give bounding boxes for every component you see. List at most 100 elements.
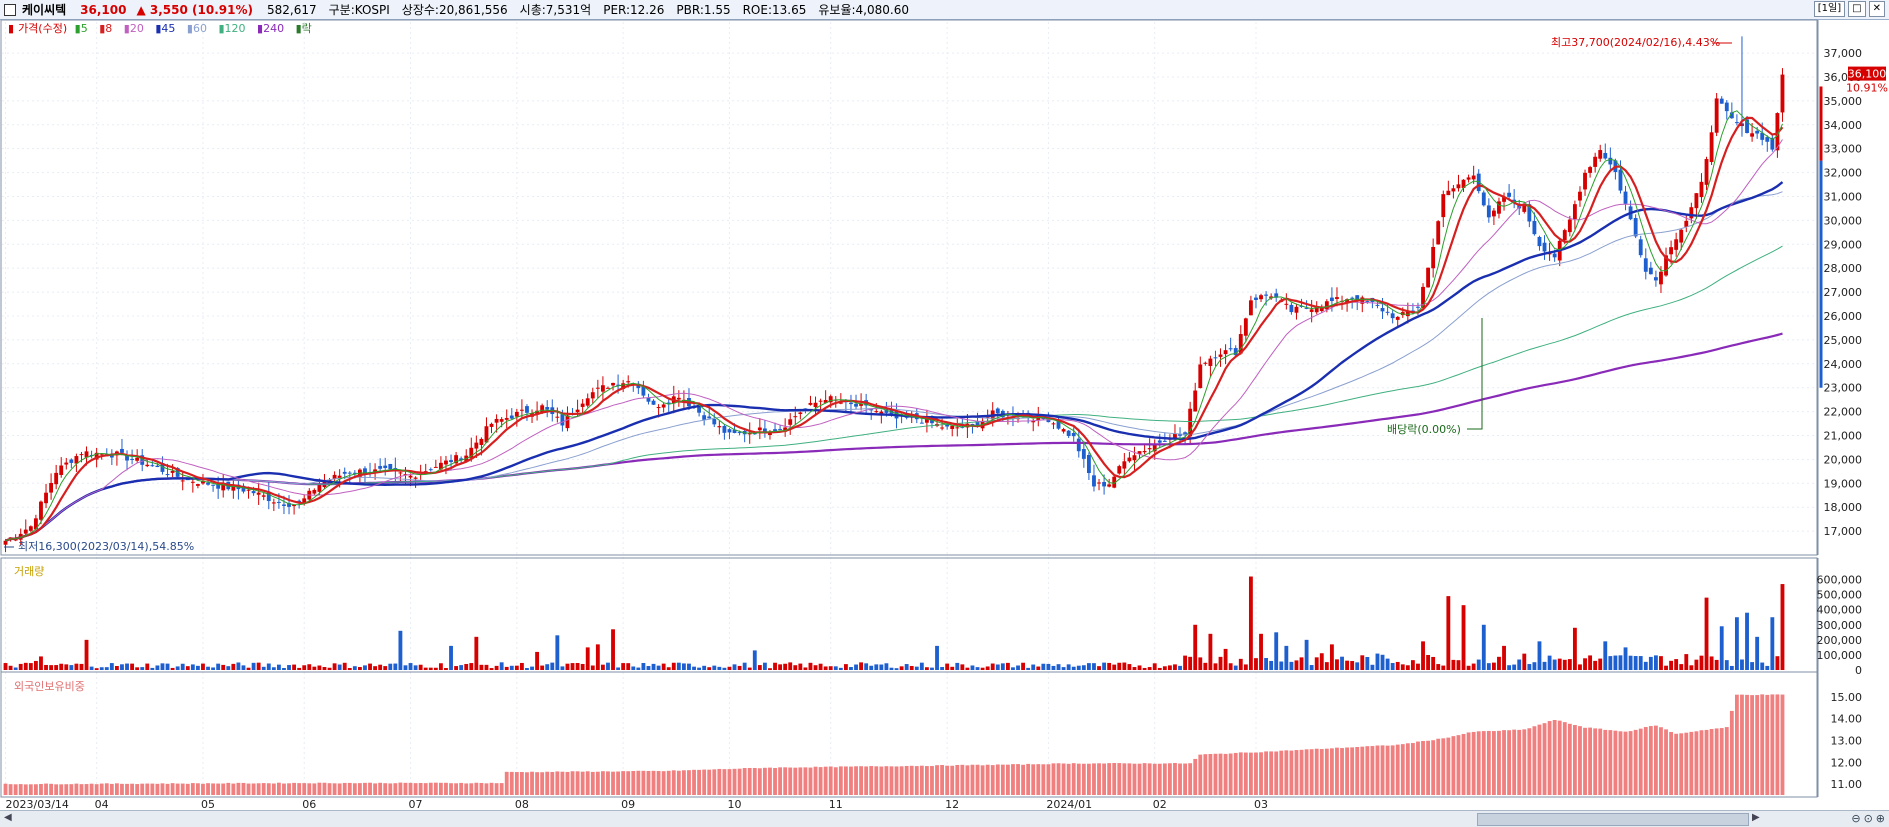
minimize-icon[interactable]: □ — [1848, 1, 1866, 17]
foreign-bar — [1643, 727, 1648, 795]
foreign-bar — [666, 770, 671, 795]
volume-bar — [707, 667, 712, 670]
candle-body — [1335, 297, 1339, 299]
foreign-bar — [626, 771, 631, 795]
volume-bar — [1092, 663, 1096, 670]
stock-chart[interactable]: 17,000 18,000 19,000 20,000 21,000 22,000 23,0… — [0, 0, 1889, 810]
foreign-bar — [1157, 763, 1162, 795]
candle-body — [1142, 451, 1147, 453]
volume-bar — [1162, 666, 1167, 670]
foreign-bar — [104, 783, 109, 795]
legend-ma240[interactable]: ▮240 — [257, 22, 285, 35]
foreign-bar — [1107, 763, 1112, 795]
volume-bar — [393, 663, 398, 670]
candle-body — [1314, 307, 1319, 313]
volume-bar — [924, 667, 929, 670]
foreign-bar — [702, 769, 707, 795]
foreign-bar — [221, 783, 226, 795]
volume-bar — [297, 667, 302, 670]
foreign-bar — [1674, 733, 1679, 795]
foreign-bar — [28, 784, 33, 795]
legend-ma60[interactable]: ▮60 — [186, 22, 207, 35]
legend-ma8[interactable]: ▮8 — [99, 22, 113, 35]
candle-body — [768, 432, 772, 436]
volume-bar — [1309, 665, 1314, 670]
foreign-bar — [276, 782, 281, 795]
date-tick-label: 04 — [95, 798, 109, 810]
volume-bar — [595, 644, 600, 670]
foreign-bar — [1618, 731, 1623, 795]
legend-ma5[interactable]: ▮5 — [74, 22, 88, 35]
foreign-bar — [1547, 721, 1552, 795]
foreign-bar — [1076, 763, 1081, 795]
scroll-left-icon[interactable]: ◀ — [4, 812, 12, 823]
volume-bar — [864, 663, 869, 670]
volume-bar — [1142, 667, 1147, 670]
volume-bar — [671, 662, 676, 670]
foreign-bar — [595, 771, 600, 795]
legend-ex-rights[interactable]: ▮락 — [295, 22, 312, 35]
volume-bar — [1000, 663, 1005, 670]
volume-bar — [995, 664, 1000, 670]
volume-bar — [869, 665, 874, 670]
foreign-bar — [1669, 731, 1674, 795]
volume-bar — [661, 663, 666, 670]
foreign-bar — [1304, 749, 1309, 795]
foreign-bar — [155, 783, 160, 795]
foreign-bar — [449, 783, 453, 795]
foreign-bar — [1750, 695, 1755, 795]
legend-price-marker: ▮ — [8, 22, 15, 35]
scroll-right-icon[interactable]: ▶ — [1752, 812, 1760, 823]
foreign-bar — [1026, 763, 1031, 795]
legend-price[interactable]: 가격(수정) — [18, 22, 68, 35]
candle-body — [1324, 301, 1329, 310]
stock-name[interactable]: 케이씨텍 — [22, 3, 67, 17]
foreign-bar — [64, 784, 69, 795]
candles — [3, 36, 1785, 553]
zoom-out-icon[interactable]: ⊖ — [1851, 812, 1861, 825]
volume-bar — [18, 663, 23, 670]
foreign-bar — [1223, 753, 1228, 795]
volume-panel-label[interactable]: 거래량 — [14, 565, 45, 578]
candle-body — [140, 455, 145, 465]
volume-bar — [859, 662, 864, 670]
candle-body — [1436, 221, 1441, 245]
foreign-bar — [985, 764, 990, 795]
foreign-bar — [1648, 726, 1653, 795]
volume-bar — [1127, 664, 1132, 670]
volume-bar — [1395, 661, 1400, 670]
candle-body — [337, 475, 342, 479]
price-tick-label: 22,000 — [1824, 406, 1863, 419]
candle-body — [1734, 122, 1739, 124]
foreign-bar — [352, 783, 357, 795]
volume-bar — [1390, 662, 1395, 670]
legend-ma20[interactable]: ▮20 — [123, 22, 144, 35]
period-selector[interactable]: [1일] — [1813, 1, 1846, 17]
volume-bar — [646, 666, 651, 670]
close-icon[interactable]: ✕ — [1868, 1, 1885, 17]
window-checkbox[interactable] — [4, 3, 16, 16]
volume-bar — [666, 667, 671, 670]
foreign-bar — [428, 782, 433, 795]
foreign-bar — [1218, 753, 1223, 795]
zoom-in-icon[interactable]: ⊕ — [1875, 812, 1885, 825]
foreign-bar — [894, 766, 899, 795]
candle-body — [773, 429, 777, 432]
volume-bar — [1385, 658, 1390, 670]
foreign-tick-label: 15.00 — [1831, 691, 1863, 704]
foreign-bar — [94, 784, 99, 795]
legend-ma45[interactable]: ▮45 — [155, 22, 176, 35]
volume-bar — [813, 665, 818, 670]
foreign-bar — [1699, 730, 1704, 795]
scroll-thumb[interactable] — [1477, 813, 1749, 826]
foreign-bar — [671, 770, 676, 795]
candle-body — [185, 479, 190, 481]
candle-body — [1593, 156, 1598, 167]
foreign-bar — [109, 783, 114, 795]
foreign-panel-label[interactable]: 외국인보유비중 — [14, 680, 85, 693]
legend-ma120[interactable]: ▮120 — [218, 22, 246, 35]
volume-bar — [1745, 612, 1749, 670]
zoom-reset-icon[interactable]: ⊙ — [1863, 812, 1873, 825]
horizontal-scrollbar[interactable]: ◀ ▶ ⊖ ⊙ ⊕ — [0, 810, 1889, 827]
volume-bar — [433, 667, 438, 670]
